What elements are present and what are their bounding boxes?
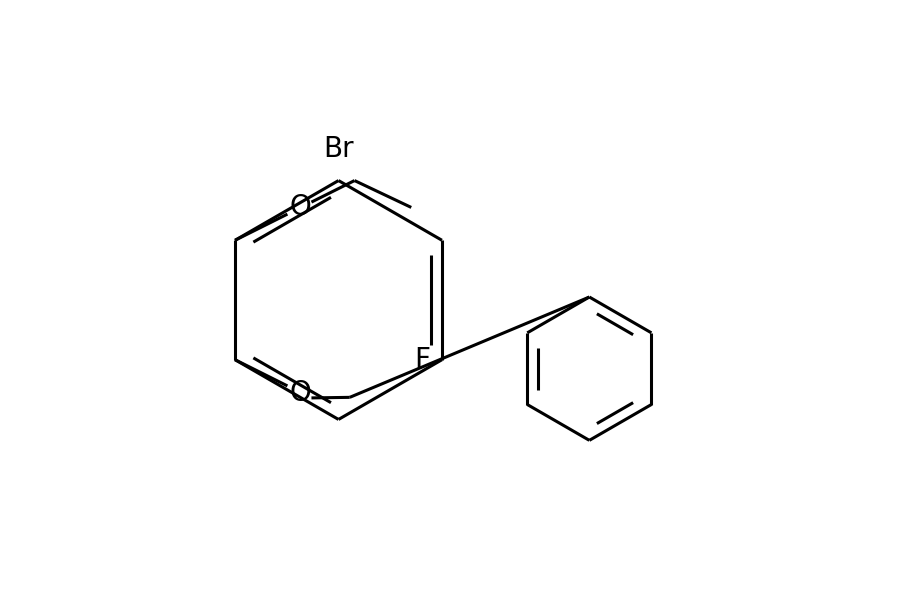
Text: O: O <box>290 379 312 407</box>
Text: F: F <box>414 346 430 374</box>
Text: O: O <box>290 193 312 221</box>
Text: Br: Br <box>323 134 354 163</box>
